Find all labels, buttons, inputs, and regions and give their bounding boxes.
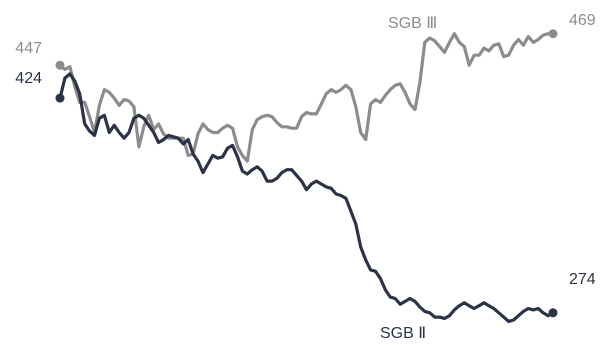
sgb2-series-label: SGB Ⅱ bbox=[380, 325, 426, 342]
sgb3-start-point bbox=[55, 60, 65, 70]
series-line-sgb2 bbox=[58, 72, 555, 323]
sgb2-end-value-label: 274 bbox=[569, 271, 596, 288]
sgb3-series-label: SGB Ⅲ bbox=[388, 15, 437, 32]
sgb2-start-value-label: 424 bbox=[15, 70, 42, 87]
sgb3-start-value-label: 447 bbox=[15, 40, 42, 57]
sgb3-end-point bbox=[548, 29, 558, 39]
sgb3-end-value-label: 469 bbox=[569, 12, 596, 29]
sgb2-start-point bbox=[55, 93, 65, 103]
series-lines-layer bbox=[58, 32, 555, 323]
sgb2-end-point bbox=[548, 308, 558, 318]
series-markers-layer bbox=[55, 29, 558, 318]
series-line-sgb3 bbox=[58, 32, 555, 163]
